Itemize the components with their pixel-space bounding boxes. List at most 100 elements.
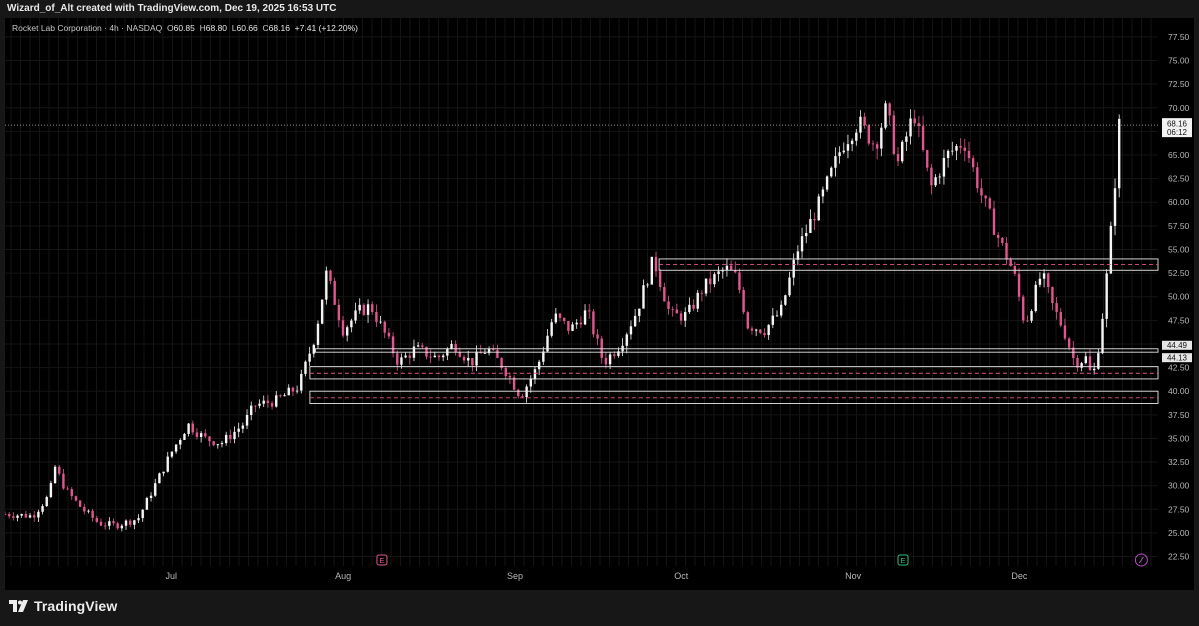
legend-close: 68.16 — [268, 23, 290, 33]
price-tick-label: 25.00 — [1168, 528, 1190, 538]
legend-low: 60.66 — [236, 23, 258, 33]
candle-body — [375, 311, 378, 322]
candle-body — [930, 167, 933, 186]
candle-body — [1030, 311, 1033, 321]
candle-body — [955, 146, 958, 151]
candle-body — [262, 400, 265, 404]
candle-body — [784, 295, 787, 305]
candle-body — [1055, 303, 1058, 313]
candle-body — [329, 270, 332, 281]
candle-body — [742, 289, 745, 313]
candle-body — [775, 315, 779, 317]
candle-body — [1092, 368, 1096, 371]
candle-body — [308, 353, 311, 362]
candle-body — [821, 189, 825, 197]
legend-high-label: H — [199, 23, 206, 33]
candle-body — [604, 357, 608, 365]
candle-body — [704, 278, 708, 294]
level-tag-value: 44.49 — [1167, 341, 1188, 350]
candle-body — [767, 324, 770, 336]
candle-body — [884, 103, 887, 128]
candle-body — [391, 336, 395, 354]
candle-body — [216, 444, 220, 446]
candle-body — [233, 431, 236, 440]
candle-body — [1084, 356, 1088, 364]
legend-symbol: Rocket Lab Corporation · 4h · NASDAQ — [12, 23, 163, 33]
candle-body — [141, 509, 144, 519]
candle-body — [295, 390, 299, 392]
candle-body — [996, 234, 1000, 238]
tradingview-logo-icon — [9, 600, 28, 612]
candle-body — [796, 251, 800, 260]
time-tick-label: Dec — [1011, 571, 1028, 581]
tradingview-logo[interactable]: TradingView — [9, 598, 117, 614]
candle-body — [421, 345, 424, 347]
candle-body — [926, 149, 929, 168]
candle-body — [1005, 242, 1008, 260]
candle-body — [24, 513, 28, 518]
candle-body — [512, 377, 516, 390]
candle-body — [692, 304, 695, 309]
price-tick-label: 50.00 — [1168, 292, 1190, 302]
candle-body — [525, 386, 528, 398]
candle-body — [842, 150, 845, 153]
candle-body — [521, 396, 524, 398]
candle-body — [508, 376, 512, 378]
top-bar: Wizard_of_Alt created with TradingView.c… — [0, 0, 1199, 18]
candle-body — [441, 355, 445, 358]
candle-body — [867, 125, 871, 144]
candle-body — [959, 146, 962, 148]
legend-open-label: O — [166, 23, 174, 33]
candle-body — [650, 256, 654, 285]
candle-body — [158, 473, 161, 484]
candle-body — [137, 518, 140, 521]
level-layer — [5, 124, 1159, 404]
candle-body — [671, 309, 674, 310]
candle-body — [287, 387, 290, 396]
candle-body — [596, 334, 599, 339]
candle-body — [517, 389, 520, 397]
candle-body — [220, 443, 224, 445]
candle-body — [1034, 284, 1037, 312]
level-tag-bg — [1162, 353, 1192, 363]
candle-body — [212, 441, 215, 446]
grid-layer — [5, 18, 1158, 566]
candle-body — [1026, 320, 1029, 322]
candle-body — [133, 520, 136, 525]
candle-body — [846, 144, 850, 151]
candle-body — [183, 433, 186, 441]
candle-body — [575, 322, 578, 325]
candle-body — [108, 521, 111, 526]
candle-body — [195, 432, 199, 437]
candle-body — [1101, 318, 1104, 354]
candle-body — [529, 378, 533, 387]
candle-body — [696, 292, 699, 309]
candle-body — [471, 358, 474, 366]
candle-body — [1109, 225, 1113, 274]
candle-body — [1059, 312, 1062, 326]
candle-body — [83, 506, 86, 512]
candle-body — [20, 513, 23, 516]
candle-body — [571, 324, 574, 331]
price-tick-label: 40.00 — [1168, 386, 1190, 396]
candle-body — [988, 198, 992, 209]
candlestick-chart[interactable]: 22.50 25.00 27.50 30.00 32.50 35.00 37.50 40.00… — [5, 18, 1194, 590]
countdown-value: 06:12 — [1167, 128, 1188, 137]
candle-body — [154, 483, 157, 496]
candle-body — [204, 433, 207, 437]
legend-change: +7.41 (+12.20%) — [294, 23, 358, 33]
chart-frame[interactable]: 22.50 25.00 27.50 30.00 32.50 35.00 37.50 40.00… — [5, 18, 1194, 590]
candle-body — [700, 292, 704, 294]
legend-close-label: C — [262, 23, 269, 33]
candle-body — [241, 425, 245, 429]
candle-body — [554, 313, 558, 323]
candle-body — [354, 310, 357, 321]
candle-body — [16, 515, 19, 518]
candle-body — [124, 520, 128, 526]
candle-body — [900, 141, 904, 162]
candle-body — [199, 433, 203, 437]
candle-body — [667, 301, 670, 310]
candle-body — [316, 323, 320, 345]
time-tick-label: Jul — [166, 571, 178, 581]
